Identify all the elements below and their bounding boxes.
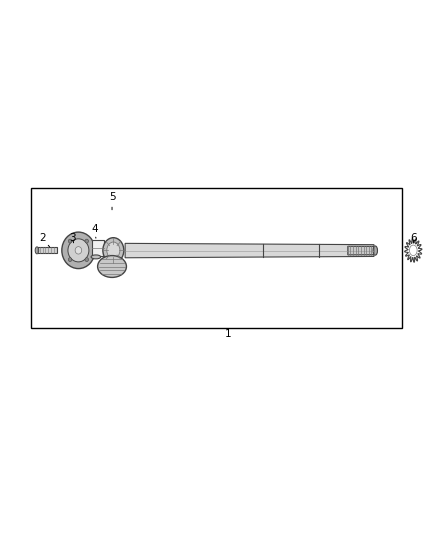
Ellipse shape: [75, 247, 81, 254]
Ellipse shape: [68, 257, 72, 262]
Ellipse shape: [85, 257, 88, 262]
Bar: [31, 188, 403, 328]
Ellipse shape: [68, 239, 89, 262]
Ellipse shape: [62, 232, 95, 269]
Text: 2: 2: [39, 233, 49, 247]
Text: 3: 3: [69, 233, 76, 243]
Polygon shape: [348, 246, 374, 255]
Bar: [37, 247, 57, 253]
Text: 1: 1: [224, 328, 231, 338]
Ellipse shape: [85, 239, 88, 243]
Polygon shape: [125, 244, 374, 258]
Ellipse shape: [35, 247, 39, 254]
Ellipse shape: [68, 239, 72, 243]
Ellipse shape: [98, 256, 127, 277]
Ellipse shape: [373, 246, 378, 255]
Text: 5: 5: [109, 192, 115, 210]
Ellipse shape: [91, 255, 101, 259]
Text: 4: 4: [91, 224, 98, 238]
Bar: [92, 240, 104, 256]
Text: 6: 6: [410, 233, 417, 243]
Ellipse shape: [103, 238, 124, 263]
Ellipse shape: [107, 242, 120, 259]
